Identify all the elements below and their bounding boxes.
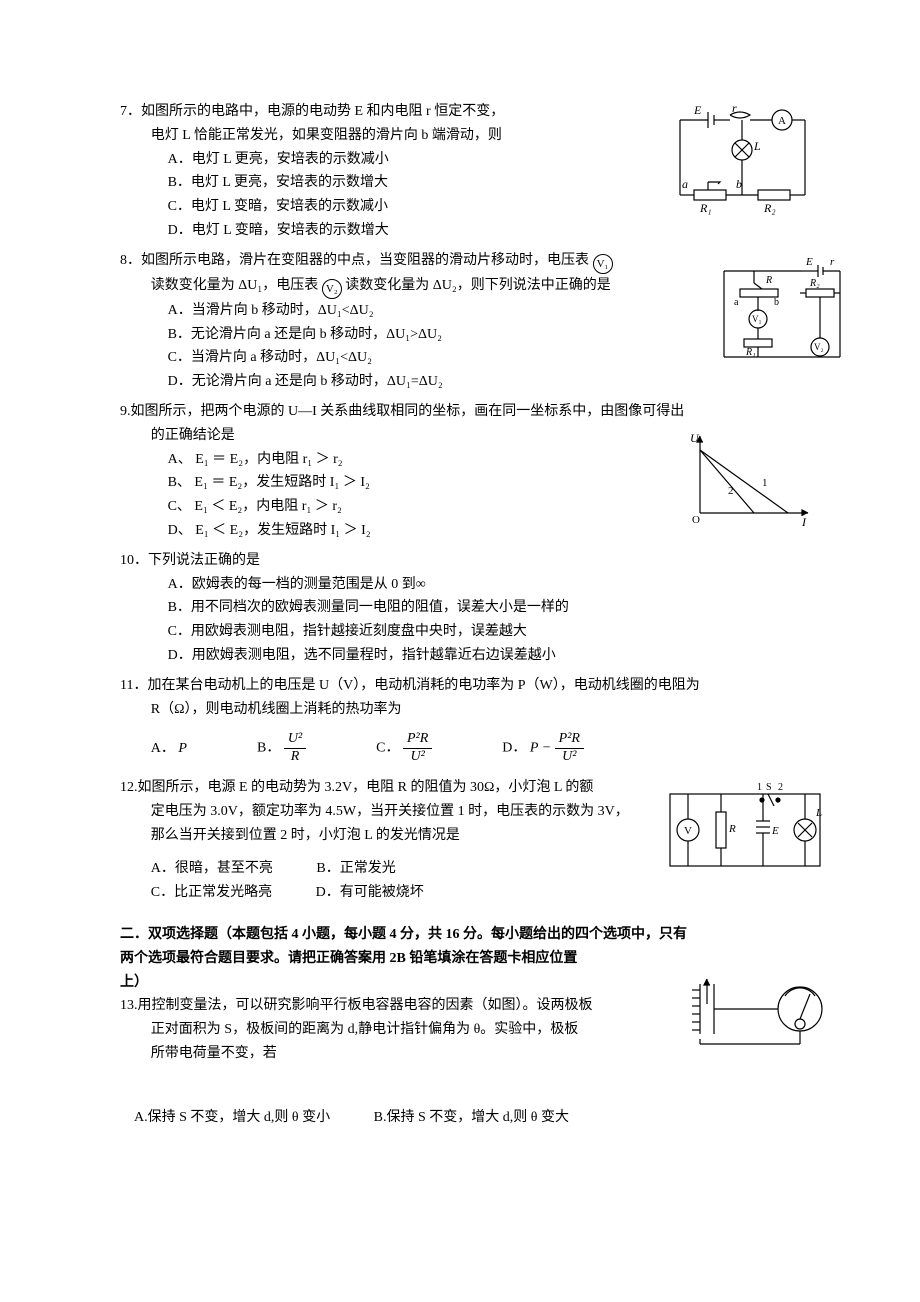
- q11-B-label: B．: [257, 741, 280, 756]
- question-12: V R E S 1 2 L 12.如图所示，电源 E 的电动势为 3.2V，电阻…: [120, 776, 810, 905]
- label-a: a: [734, 297, 739, 308]
- label-A: A: [778, 115, 786, 127]
- q10-opt-C: C．用欧姆表测电阻，指针越接近刻度盘中央时，误差越大: [120, 620, 810, 644]
- label-R: R: [765, 275, 772, 286]
- label-V: V: [684, 825, 692, 837]
- q11-opt-C: C． P²RU²: [376, 731, 432, 766]
- q11-opt-A: A． P: [151, 737, 187, 761]
- label-r: r: [830, 256, 835, 268]
- label-a: a: [682, 177, 688, 191]
- q11-D-label: D．: [502, 741, 526, 756]
- q11-C-num: P²R: [403, 731, 432, 749]
- q11-stem-1: 11．加在某台电动机上的电压是 U（V），电动机消耗的电功率为 P（W），电动机…: [120, 674, 810, 698]
- label-V1: V₁: [752, 314, 762, 324]
- axis-U: U: [690, 431, 700, 445]
- label-R1: R₁: [699, 201, 712, 215]
- q8-stem-1a: 8．如图所示电路，滑片在变阻器的中点，当变阻器的滑动片移动时，电压表: [120, 253, 593, 268]
- label-E: E: [693, 103, 702, 117]
- figure-13: [670, 964, 840, 1063]
- question-8: E r R R₂ a b V₁ R₁ V₂ 8．如图所示电路，滑片在变阻器的中点…: [120, 249, 810, 394]
- figure-7: E r A L a b R₁ R₂: [660, 100, 820, 229]
- q12-opt-C: C．比正常发光略亮: [151, 881, 272, 905]
- q11-B-den: R: [284, 749, 306, 766]
- q11-C-label: C．: [376, 741, 399, 756]
- label-L: L: [815, 807, 822, 819]
- q13-opt-B: B.保持 S 不变，增大 d,则 θ 变大: [374, 1106, 569, 1130]
- label-E: E: [771, 825, 779, 837]
- figure-8: E r R R₂ a b V₁ R₁ V₂: [710, 253, 850, 382]
- q8-opt-D: D．无论滑片向 a 还是向 b 移动时，ΔU₁=ΔU₂: [120, 370, 810, 394]
- label-r: r: [732, 101, 737, 115]
- question-13: 13.用控制变量法，可以研究影响平行板电容器电容的因素（如图）。设两极板 正对面…: [120, 994, 810, 1129]
- q12-opt-A: A．很暗，甚至不亮: [151, 857, 273, 881]
- label-E: E: [805, 256, 813, 268]
- q9-stem-1: 9.如图所示，把两个电源的 U—I 关系曲线取相同的坐标，画在同一坐标系中，由图…: [120, 400, 810, 424]
- label-b: b: [736, 177, 742, 191]
- question-7: E r A L a b R₁ R₂ 7．如图所示的电路中，电源的电动势 E 和内…: [120, 100, 810, 243]
- q13-row: A.保持 S 不变，增大 d,则 θ 变小 B.保持 S 不变，增大 d,则 θ…: [120, 1106, 810, 1130]
- q11-opt-B: B． U²R: [257, 731, 306, 766]
- label-2: 2: [778, 782, 783, 793]
- label-V2: V₂: [814, 342, 824, 352]
- label-R2: R₂: [809, 278, 820, 289]
- v1-icon: V₁: [593, 254, 613, 274]
- q13-opt-A: A.保持 S 不变，增大 d,则 θ 变小: [134, 1106, 330, 1130]
- q8-stem-1: 8．如图所示电路，滑片在变阻器的中点，当变阻器的滑动片移动时，电压表 V₁: [120, 249, 810, 274]
- label-1: 1: [757, 782, 762, 793]
- axis-O: O: [692, 514, 700, 526]
- question-11: 11．加在某台电动机上的电压是 U（V），电动机消耗的电功率为 P（W），电动机…: [120, 674, 810, 766]
- q8-opt-B: B．无论滑片向 a 还是向 b 移动时，ΔU₁>ΔU₂: [120, 323, 810, 347]
- q8-stem-2a: 读数变化量为 ΔU₁，电压表: [151, 278, 322, 293]
- q11-A-label: A．: [151, 741, 175, 756]
- figure-9: U I O 1 2: [680, 428, 820, 537]
- q11-A-val: P: [178, 741, 187, 756]
- q11-D-den: U²: [555, 749, 584, 766]
- q10-opt-B: B．用不同档次的欧姆表测量同一电阻的阻值，误差大小是一样的: [120, 596, 810, 620]
- figure-12: V R E S 1 2 L: [660, 776, 820, 885]
- q8-opt-A: A．当滑片向 b 移动时，ΔU₁<ΔU₂: [120, 299, 810, 323]
- question-9: U I O 1 2 9.如图所示，把两个电源的 U—I 关系曲线取相同的坐标，画…: [120, 400, 810, 543]
- q12-opt-D: D．有可能被烧坏: [316, 881, 424, 905]
- v2-icon: V₂: [322, 279, 342, 299]
- q10-opt-A: A．欧姆表的每一档的测量范围是从 0 到∞: [120, 573, 810, 597]
- axis-I: I: [801, 515, 807, 528]
- label-R2: R₂: [763, 201, 776, 215]
- question-10: 10．下列说法正确的是 A．欧姆表的每一档的测量范围是从 0 到∞ B．用不同档…: [120, 549, 810, 668]
- q11-options: A． P B． U²R C． P²RU² D． P − P²RU²: [120, 731, 810, 766]
- label-L: L: [753, 139, 761, 153]
- line-1: 1: [762, 477, 768, 489]
- label-S: S: [766, 782, 772, 793]
- q10-stem: 10．下列说法正确的是: [120, 549, 810, 573]
- q11-D-num: P²R: [555, 731, 584, 749]
- q8-opt-C: C．当滑片向 a 移动时，ΔU₁<ΔU₂: [120, 346, 810, 370]
- sect2-line1: 二．双项选择题（本题包括 4 小题，每小题 4 分，共 16 分。每小题给出的四…: [120, 923, 810, 947]
- q12-stem-1-text: 12.如图所示，电源 E 的电动势为 3.2V，电阻 R 的阻值为 30Ω，小灯…: [120, 780, 593, 795]
- label-b: b: [774, 297, 779, 308]
- q11-opt-D: D． P − P²RU²: [502, 731, 584, 766]
- q10-opt-D: D．用欧姆表测电阻，选不同量程时，指针越靠近右边误差越小: [120, 644, 810, 668]
- q11-B-num: U²: [284, 731, 306, 749]
- label-R: R: [728, 823, 736, 835]
- q11-C-den: U²: [403, 749, 432, 766]
- label-R1: R₁: [745, 347, 756, 358]
- q12-opt-B: B．正常发光: [316, 857, 395, 881]
- line-2: 2: [728, 485, 734, 497]
- q11-stem-2: R（Ω），则电动机线圈上消耗的热功率为: [120, 698, 810, 722]
- q11-D-pre: P −: [530, 741, 551, 756]
- q8-stem-2b: 读数变化量为 ΔU₂，则下列说法中正确的是: [345, 278, 611, 293]
- q8-stem-2: 读数变化量为 ΔU₁，电压表 V₂ 读数变化量为 ΔU₂，则下列说法中正确的是: [120, 274, 810, 299]
